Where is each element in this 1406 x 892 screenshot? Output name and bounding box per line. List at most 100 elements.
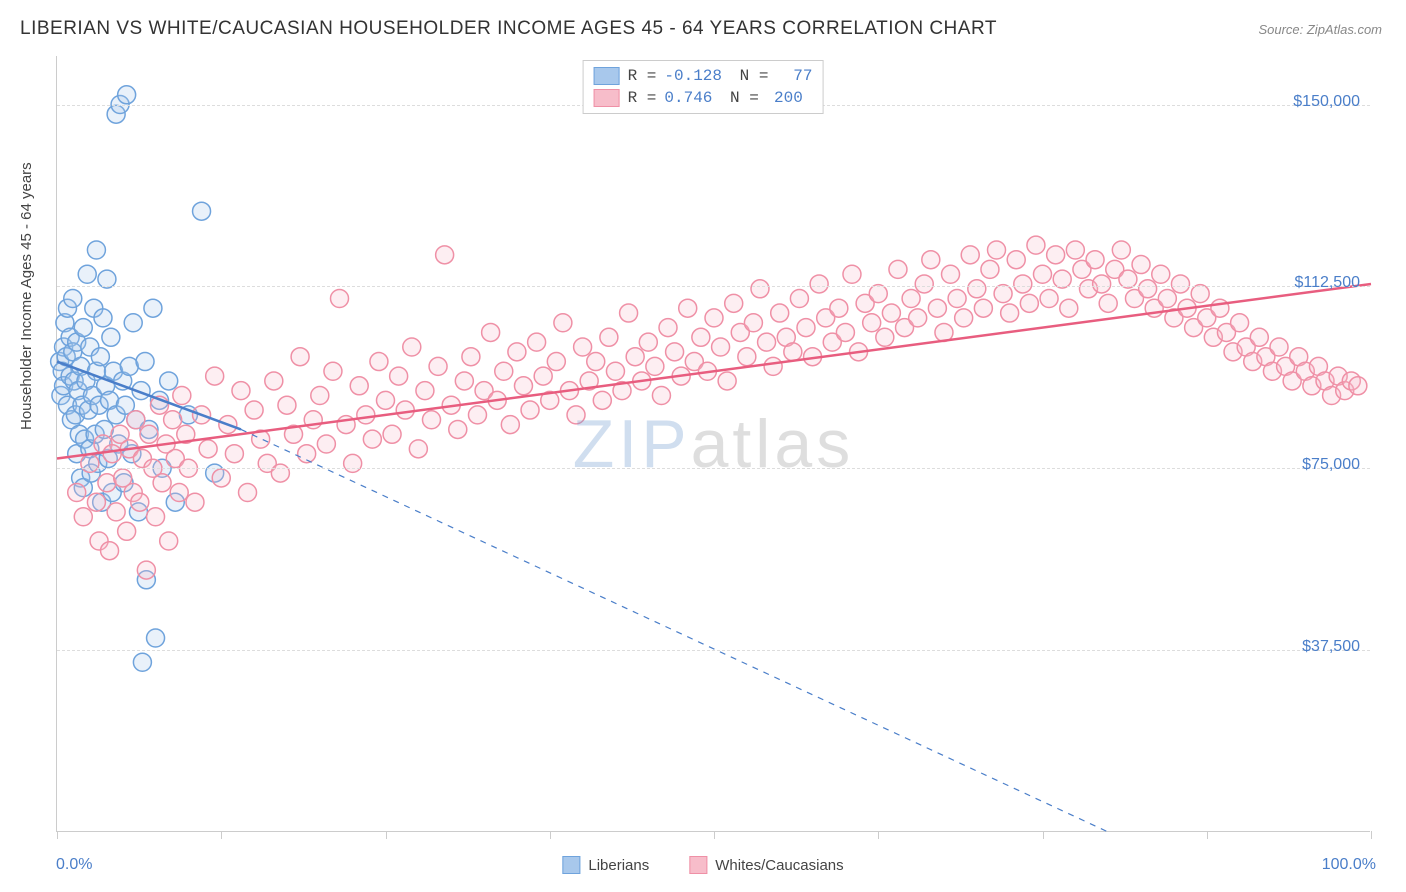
scatter-point <box>87 241 105 259</box>
scatter-point <box>705 309 723 327</box>
stats-r-value-whites: 0.746 <box>664 89 712 107</box>
scatter-point <box>206 367 224 385</box>
scatter-point <box>78 265 96 283</box>
scatter-point <box>363 430 381 448</box>
scatter-point <box>81 454 99 472</box>
scatter-point <box>136 353 154 371</box>
scatter-point <box>1152 265 1170 283</box>
scatter-point <box>751 280 769 298</box>
x-tick <box>221 831 222 839</box>
scatter-point <box>744 314 762 332</box>
scatter-point <box>646 357 664 375</box>
scatter-point <box>836 323 854 341</box>
scatter-point <box>1231 314 1249 332</box>
scatter-point <box>173 387 191 405</box>
scatter-point <box>554 314 572 332</box>
scatter-point <box>370 353 388 371</box>
scatter-point <box>1112 241 1130 259</box>
scatter-point <box>692 328 710 346</box>
scatter-point <box>508 343 526 361</box>
scatter-point <box>981 260 999 278</box>
gridline <box>57 468 1370 469</box>
scatter-point <box>1066 241 1084 259</box>
scatter-point <box>790 290 808 308</box>
scatter-point <box>909 309 927 327</box>
scatter-point <box>863 314 881 332</box>
scatter-point <box>137 561 155 579</box>
legend-label-whites: Whites/Caucasians <box>715 857 843 874</box>
scatter-point <box>574 338 592 356</box>
x-tick <box>1043 831 1044 839</box>
scatter-point <box>1093 275 1111 293</box>
scatter-point <box>239 484 257 502</box>
stats-row-liberians: R = -0.128 N = 77 <box>594 65 813 87</box>
scatter-point <box>324 362 342 380</box>
scatter-point <box>534 367 552 385</box>
scatter-point <box>101 542 119 560</box>
scatter-point <box>144 299 162 317</box>
scatter-point <box>567 406 585 424</box>
legend-label-liberians: Liberians <box>588 857 649 874</box>
scatter-point <box>830 299 848 317</box>
scatter-point <box>245 401 263 419</box>
scatter-point <box>436 246 454 264</box>
y-tick-label: $37,500 <box>1302 638 1360 656</box>
scatter-point <box>1211 299 1229 317</box>
scatter-point <box>1001 304 1019 322</box>
stats-r-value-liberians: -0.128 <box>664 67 722 85</box>
scatter-point <box>797 319 815 337</box>
scatter-point <box>725 294 743 312</box>
source-label: Source: ZipAtlas.com <box>1258 22 1382 37</box>
scatter-point <box>758 333 776 351</box>
gridline <box>57 286 1370 287</box>
scatter-point <box>193 202 211 220</box>
scatter-point <box>1014 275 1032 293</box>
scatter-point <box>225 445 243 463</box>
scatter-point <box>416 382 434 400</box>
scatter-point <box>1171 275 1189 293</box>
scatter-point <box>948 290 966 308</box>
scatter-point <box>928 299 946 317</box>
scatter-point <box>1158 290 1176 308</box>
scatter-point <box>1047 246 1065 264</box>
gridline <box>57 650 1370 651</box>
scatter-point <box>409 440 427 458</box>
scatter-point <box>317 435 335 453</box>
scatter-point <box>666 343 684 361</box>
chart-svg <box>57 56 1370 831</box>
scatter-point <box>271 464 289 482</box>
scatter-point <box>1139 280 1157 298</box>
scatter-point <box>153 474 171 492</box>
scatter-point <box>278 396 296 414</box>
scatter-point <box>377 391 395 409</box>
scatter-point <box>626 348 644 366</box>
stats-n-value-liberians: 77 <box>776 67 812 85</box>
stats-r-label: R = <box>628 67 657 85</box>
y-tick-label: $112,500 <box>1294 274 1360 292</box>
y-axis-label: Householder Income Ages 45 - 64 years <box>18 162 35 430</box>
scatter-point <box>902 290 920 308</box>
y-tick-label: $75,000 <box>1302 456 1360 474</box>
scatter-point <box>1099 294 1117 312</box>
x-tick <box>1207 831 1208 839</box>
scatter-point <box>882 304 900 322</box>
scatter-point <box>974 299 992 317</box>
scatter-point <box>547 353 565 371</box>
scatter-point <box>118 522 136 540</box>
scatter-point <box>639 333 657 351</box>
scatter-point <box>1270 338 1288 356</box>
scatter-point <box>810 275 828 293</box>
x-axis-label-left: 0.0% <box>56 856 92 874</box>
scatter-point <box>1132 256 1150 274</box>
x-tick <box>550 831 551 839</box>
scatter-point <box>403 338 421 356</box>
scatter-point <box>968 280 986 298</box>
scatter-point <box>449 420 467 438</box>
legend-swatch-liberians <box>562 856 580 874</box>
x-tick <box>1371 831 1372 839</box>
scatter-point <box>876 328 894 346</box>
scatter-point <box>74 319 92 337</box>
scatter-point <box>620 304 638 322</box>
scatter-point <box>1060 299 1078 317</box>
scatter-point <box>118 86 136 104</box>
